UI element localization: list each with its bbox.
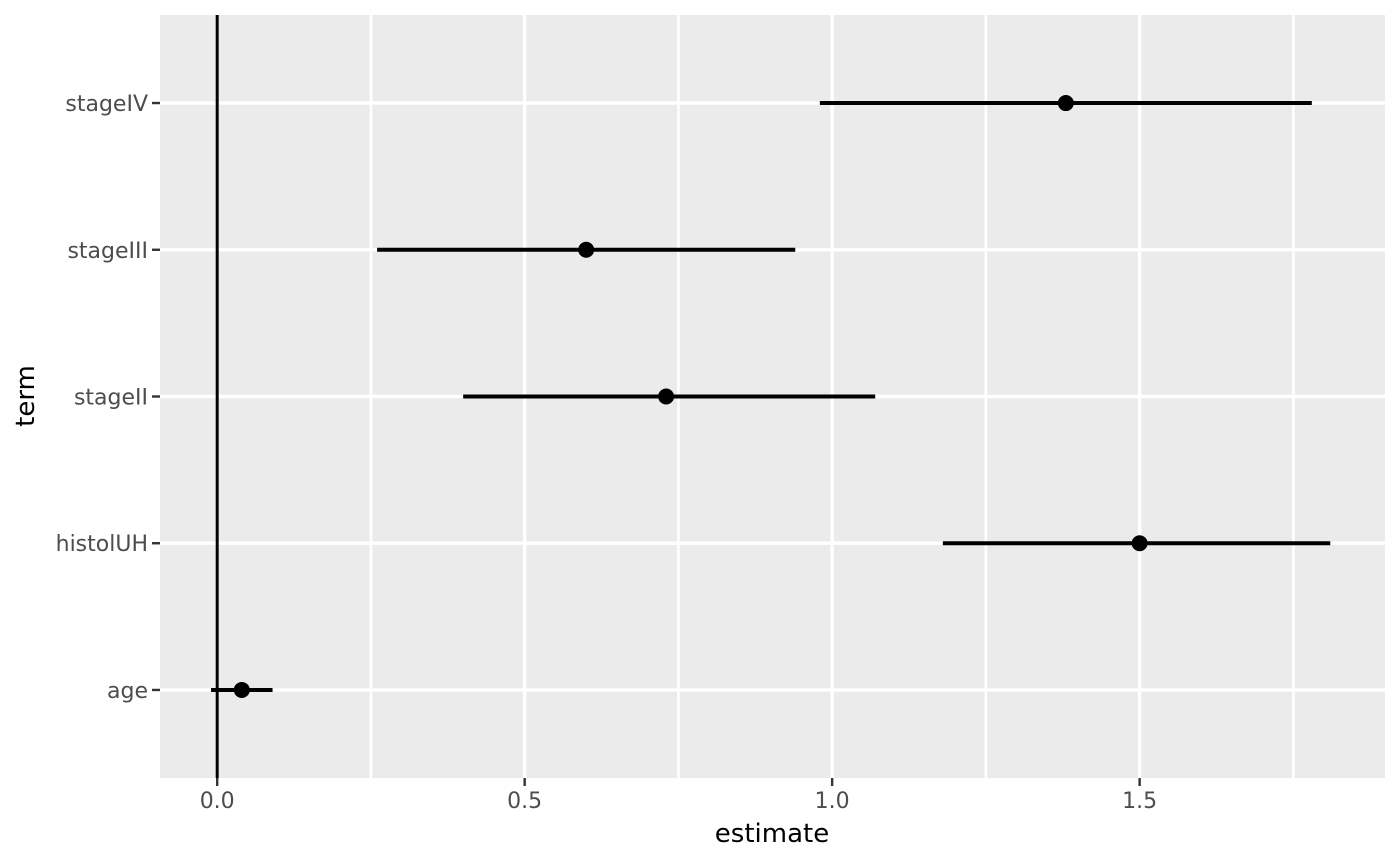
- y-axis-tick-label: histolUH: [56, 532, 148, 557]
- x-axis-tick-label: 1.0: [815, 789, 850, 814]
- estimate-point-histolUH: [1131, 535, 1148, 552]
- pointrange-group: [211, 95, 1331, 698]
- estimate-point-stageIV: [1057, 95, 1074, 112]
- y-axis-tick-label: stageII: [74, 386, 148, 411]
- estimate-point-stageII: [658, 388, 675, 405]
- x-axis-title: estimate: [715, 819, 829, 849]
- x-axis-tick-label: 0.0: [200, 789, 235, 814]
- y-axis-tick-label: stageIII: [67, 239, 148, 264]
- x-axis-tick-label: 1.5: [1122, 789, 1157, 814]
- y-axis-tick-label: age: [107, 679, 148, 704]
- x-axis-tick-label: 0.5: [507, 789, 542, 814]
- estimate-point-stageIII: [578, 241, 595, 258]
- estimate-point-age: [233, 681, 250, 698]
- axes-group: 0.0 0.5 1.0 1.5 stageIV stageIII stageII histol…: [56, 92, 1158, 814]
- y-axis-title: term: [11, 365, 41, 427]
- y-axis-tick-label: stageIV: [65, 92, 148, 117]
